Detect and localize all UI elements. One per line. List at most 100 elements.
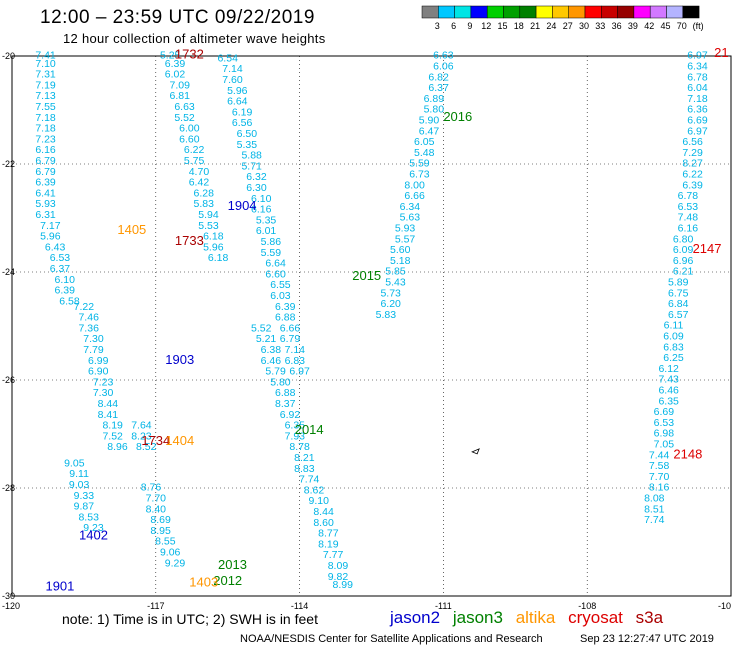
swh-value: 6.42 <box>189 177 210 189</box>
swh-value: 7.30 <box>93 387 114 399</box>
pass-time-label: 1405 <box>117 222 146 237</box>
swh-value: 6.30 <box>246 182 267 194</box>
swh-value: 6.57 <box>668 309 689 321</box>
swh-value: 8.83 <box>294 463 315 475</box>
plot-grid <box>12 56 731 596</box>
colorbar-swatch <box>649 5 667 19</box>
satellite-legend: jason2 jason3 altika cryosat s3a <box>390 608 671 628</box>
colorbar-swatch <box>568 5 586 19</box>
pass-time-label: 2012 <box>213 573 242 588</box>
swh-value: 6.97 <box>687 125 708 137</box>
colorbar-swatch <box>601 5 618 19</box>
swh-value: 6.32 <box>246 171 267 183</box>
swh-value: 7.30 <box>83 333 104 345</box>
swh-value: 6.55 <box>270 279 291 291</box>
pass-time-label: 2148 <box>673 446 702 461</box>
chart-title: 12:00 – 23:59 UTC 09/22/2019 <box>40 7 315 28</box>
swh-value: 6.80 <box>673 233 694 245</box>
swh-value: 6.06 <box>433 61 454 73</box>
swh-value: 6.79 <box>35 155 56 167</box>
swh-value: 6.83 <box>663 341 684 353</box>
swh-value: 6.64 <box>265 258 286 270</box>
swh-value: 7.74 <box>644 514 665 526</box>
swh-value: 5.93 <box>395 223 416 235</box>
swh-value: 6.19 <box>232 106 253 118</box>
swh-value: 8.51 <box>644 503 665 515</box>
swh-value: 9.29 <box>165 557 186 569</box>
swh-value: 6.56 <box>232 117 253 129</box>
swh-value: 6.22 <box>184 144 205 156</box>
swh-value: 5.85 <box>385 266 406 278</box>
swh-value: 6.21 <box>673 266 694 278</box>
swh-value: 8.77 <box>318 528 339 540</box>
swh-value: 6.60 <box>179 133 200 145</box>
swh-value: 6.28 <box>194 187 215 199</box>
swh-value: 7.18 <box>687 93 708 105</box>
swh-value: 7.31 <box>35 69 56 81</box>
swh-value: 6.66 <box>404 190 425 202</box>
swh-value: 6.12 <box>658 363 679 375</box>
swh-value: 6.39 <box>682 179 703 191</box>
footer-note: note: 1) Time is in UTC; 2) SWH is in fe… <box>62 611 318 627</box>
swh-value: 6.18 <box>208 252 229 264</box>
swh-value: 6.88 <box>275 387 296 399</box>
swh-value: 6.56 <box>682 136 703 148</box>
swh-value: 6.34 <box>687 61 708 73</box>
swh-value: 6.34 <box>400 201 421 213</box>
swh-value: 7.79 <box>83 344 104 356</box>
chart-subtitle: 12 hour collection of altimeter wave hei… <box>63 31 326 46</box>
swh-value: 7.58 <box>649 460 670 472</box>
colorbar-swatch <box>552 5 569 19</box>
colorbar-swatch <box>486 5 504 19</box>
swh-value: 7.41 <box>35 50 56 62</box>
swh-value: 7.46 <box>78 312 99 324</box>
colorbar-swatch <box>666 5 684 19</box>
swh-value: 7.19 <box>35 79 56 91</box>
swh-value: 6.09 <box>663 331 684 343</box>
swh-value: 7.17 <box>40 220 61 232</box>
swh-value: 8.27 <box>682 158 703 170</box>
swh-value: 6.97 <box>289 366 310 378</box>
swh-value: 6.98 <box>654 428 675 440</box>
axes: -20 -22 -24 -26 -28 -30-120 -117 -114 -111 -108 -1… <box>2 51 731 611</box>
swh-value: 8.19 <box>318 538 339 550</box>
swh-value: 6.16 <box>35 144 56 156</box>
swh-value: 5.83 <box>194 198 215 210</box>
swh-value: 5.94 <box>198 209 219 221</box>
swh-value: 5.48 <box>414 147 435 159</box>
swh-value: 7.74 <box>299 474 320 486</box>
swh-value: 5.96 <box>40 231 61 243</box>
swh-value: 6.47 <box>419 125 440 137</box>
swh-value: 8.40 <box>146 503 167 515</box>
swh-value: 7.36 <box>78 322 99 334</box>
colorbar-swatch <box>682 5 700 19</box>
swh-value: 7.77 <box>323 549 344 561</box>
colorbar-label: 24 <box>546 21 556 31</box>
swh-value: 5.73 <box>380 287 401 299</box>
swh-value: 6.00 <box>179 123 200 135</box>
swh-value: 6.50 <box>237 128 258 140</box>
swh-value: 7.43 <box>658 374 679 386</box>
colorbar-swatch <box>454 5 472 19</box>
x-tick-label: -120 <box>2 601 20 611</box>
swh-value: 6.16 <box>678 223 699 235</box>
pass-time-label: 2014 <box>295 422 324 437</box>
swh-value: 6.05 <box>414 136 435 148</box>
swh-value: 6.78 <box>678 190 699 202</box>
swh-value: 5.79 <box>265 366 286 378</box>
swh-value: 7.10 <box>35 58 56 70</box>
legend-s3a: s3a <box>635 608 664 627</box>
swh-value: 9.11 <box>69 468 89 480</box>
swh-value: 6.69 <box>654 406 675 418</box>
swh-value: 5.88 <box>241 150 262 162</box>
swh-value: 8.19 <box>102 420 123 432</box>
swh-value: 6.97 <box>687 50 708 62</box>
island-marker <box>471 448 480 455</box>
colorbar-label: 9 <box>467 21 472 31</box>
swh-value: 7.48 <box>678 212 699 224</box>
colorbar-label: 33 <box>595 21 605 31</box>
x-tick-label: -114 <box>291 601 308 611</box>
swh-value: 6.66 <box>280 322 301 334</box>
colorbar-swatch <box>584 5 602 19</box>
swh-value: 6.58 <box>59 295 80 307</box>
